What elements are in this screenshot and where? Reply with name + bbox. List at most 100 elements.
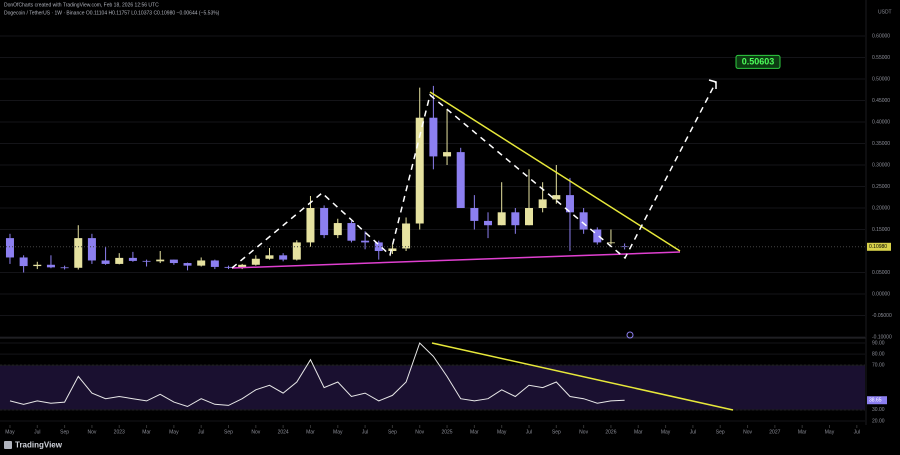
last-price-box (867, 242, 891, 251)
y-tick-label: 0.40000 (872, 119, 890, 125)
candle-body (5, 238, 14, 258)
symbol-line: Dogecoin / TetherUS · 1W · Binance O0.11… (4, 10, 220, 16)
x-tick-label: Jul (854, 429, 860, 435)
candle-body (320, 208, 329, 236)
candle-body (333, 223, 342, 236)
y-tick-label: 0.55000 (872, 55, 890, 61)
x-tick-label: Nov (743, 429, 752, 435)
x-tick-label: Jul (34, 429, 40, 435)
candle-body (497, 212, 506, 226)
candle-body (361, 240, 370, 243)
candle-body (265, 255, 274, 259)
y-tick-label: 0.45000 (872, 98, 890, 104)
candle-body (197, 260, 206, 266)
y-tick-label: 80.00 (872, 351, 885, 357)
y-tick-label: 0.15000 (872, 227, 890, 233)
x-tick-label: Nov (579, 429, 588, 435)
y-tick-label: -0.05000 (872, 313, 892, 319)
candle-body (579, 212, 588, 230)
y-tick-label: 30.00 (872, 407, 885, 413)
candle-body (606, 242, 615, 244)
candle-body (279, 255, 288, 260)
candle-body (251, 258, 260, 265)
annotation-label: 0.50603 (742, 56, 775, 66)
x-tick-label: Nov (415, 429, 424, 435)
candle-body (306, 208, 315, 243)
x-tick-label: Jul (198, 429, 204, 435)
candle-body (33, 264, 42, 267)
rsi-trend-line (431, 342, 734, 411)
x-tick-label: 2026 (605, 429, 616, 435)
author-line: DonOfCharts created with TradingView.com… (4, 2, 159, 8)
rsi-last-label: 38.65 (869, 398, 882, 404)
candle-body (19, 257, 28, 267)
candle-body (593, 229, 602, 243)
candle-body (456, 152, 465, 209)
currency: USDT (878, 9, 892, 15)
x-tick-label: Sep (552, 429, 561, 435)
rsi-band (0, 365, 865, 410)
y-tick-label: 0.30000 (872, 162, 890, 168)
candle-body (74, 238, 83, 268)
brand-icon (4, 441, 12, 449)
candle-body (224, 266, 233, 268)
x-tick-label: May (169, 429, 179, 435)
x-tick-label: Sep (716, 429, 725, 435)
candle-body (538, 199, 547, 209)
x-tick-label: Mar (798, 429, 807, 435)
x-tick-label: Nov (87, 429, 96, 435)
y-tick-label: 0.35000 (872, 141, 890, 147)
candle-body (565, 195, 574, 213)
support-line (231, 251, 681, 269)
x-tick-label: 2023 (114, 429, 125, 435)
rsi-line (9, 342, 625, 408)
candle-body (169, 259, 178, 264)
x-tick-label: Mar (634, 429, 643, 435)
candle-body (552, 195, 561, 200)
candle-body (484, 220, 493, 226)
x-tick-label: Jul (362, 429, 368, 435)
y-tick-label: 90.00 (872, 340, 885, 346)
rsi-last-box (867, 396, 887, 405)
candle-body (128, 257, 137, 261)
candle-body (46, 264, 55, 268)
y-tick-label: 0.05000 (872, 270, 890, 276)
x-tick-label: May (825, 429, 835, 435)
candle-body (524, 208, 533, 226)
event-icon (626, 331, 634, 339)
x-tick-label: 2025 (441, 429, 452, 435)
last-price-label: 0.10980 (869, 244, 887, 250)
x-tick-label: May (497, 429, 507, 435)
y-tick-label: -0.10000 (872, 334, 892, 340)
candle-body (101, 260, 110, 264)
candle-body (87, 238, 96, 261)
y-tick-label: 0.50000 (872, 76, 890, 82)
candle-body (156, 259, 165, 262)
x-tick-label: Sep (60, 429, 69, 435)
candle-body (347, 223, 356, 241)
y-tick-label: 70.00 (872, 363, 885, 369)
candle-body (511, 212, 520, 226)
x-tick-label: Sep (224, 429, 233, 435)
x-tick-label: May (661, 429, 671, 435)
y-tick-label: 0.20000 (872, 205, 890, 211)
x-tick-label: 2024 (278, 429, 289, 435)
y-tick-label: 0.00000 (872, 291, 890, 297)
candle-body (429, 117, 438, 157)
brand-name: TradingView (15, 441, 63, 450)
annotation-box (735, 54, 781, 69)
projection-path (231, 81, 717, 269)
x-tick-label: Jul (690, 429, 696, 435)
candle-body (60, 267, 69, 269)
candle-body (183, 263, 192, 266)
y-tick-label: 0.60000 (872, 33, 890, 39)
candle-body (415, 117, 424, 224)
x-tick-label: Sep (388, 429, 397, 435)
candle-body (443, 152, 452, 157)
x-tick-label: May (333, 429, 343, 435)
resistance-line (429, 91, 681, 252)
candle-body (292, 242, 301, 260)
arrow-head (708, 79, 717, 89)
x-tick-label: Jul (526, 429, 532, 435)
